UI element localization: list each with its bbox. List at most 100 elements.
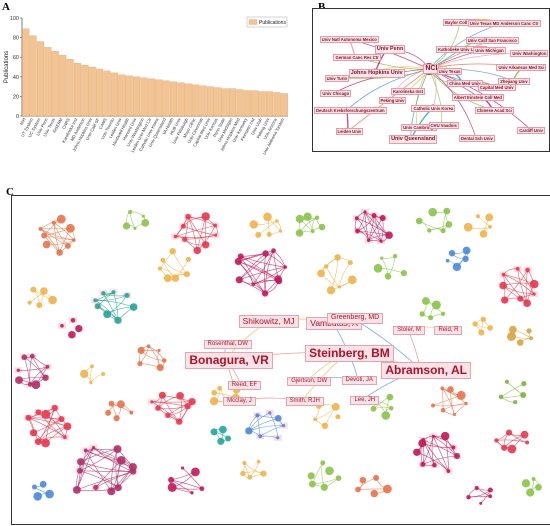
author-node [334, 254, 341, 261]
author-edge [40, 227, 71, 230]
author-node [499, 281, 508, 290]
author-node [101, 291, 106, 296]
author-node [413, 448, 421, 456]
author-node [105, 409, 112, 416]
author-node [464, 401, 468, 406]
author-node [190, 491, 194, 495]
panel-label-a: A [2, 1, 10, 13]
author-node [278, 229, 283, 233]
bar [192, 84, 200, 117]
author-node [381, 411, 391, 420]
author-node [247, 474, 253, 480]
author-node [113, 445, 122, 454]
author-node [420, 461, 426, 467]
author-edge [239, 266, 286, 281]
author-node [92, 446, 96, 450]
author-node-label: Bonagura, VR [185, 351, 273, 369]
author-edge [364, 211, 369, 241]
author-node [440, 407, 446, 413]
author-node [217, 437, 225, 445]
author-node [535, 483, 542, 491]
author-node [347, 260, 353, 266]
institution-node-label: Deutsch Krebsforschungszentrum [314, 107, 387, 115]
author-edge [24, 357, 31, 385]
author-node [532, 292, 536, 296]
institution-node-label: Cardiff Univ [517, 127, 545, 135]
author-node [462, 255, 469, 263]
author-node [526, 328, 532, 334]
author-node [30, 286, 37, 293]
author-node [480, 316, 486, 322]
bar [265, 91, 274, 117]
author-node [240, 470, 246, 477]
author-node-label: Rosenthal, DW [203, 339, 252, 350]
author-node [321, 422, 329, 429]
institution-node-label: Leiden Univ [335, 128, 364, 136]
author-node [245, 427, 253, 435]
author-node [507, 331, 516, 341]
author-network-panel: Shikowitz, MJVambutas, AGreenberg, MDRos… [11, 195, 550, 525]
author-node [51, 404, 58, 412]
author-edge [248, 425, 284, 432]
author-node [51, 220, 56, 225]
author-edge [253, 250, 274, 285]
author-node [155, 405, 161, 411]
author-node [211, 389, 218, 396]
author-node [129, 410, 134, 415]
y-tick-label: 0 [16, 114, 19, 120]
author-node [237, 253, 244, 260]
author-node [488, 494, 493, 499]
author-node [515, 266, 520, 271]
author-node [371, 213, 377, 218]
bar [229, 88, 237, 117]
author-node [93, 484, 99, 491]
author-node [251, 282, 256, 286]
author-node-label: Abramson, AL [381, 361, 471, 379]
author-edge [38, 412, 66, 438]
author-edge [500, 394, 524, 398]
author-node [452, 412, 456, 417]
author-node [103, 310, 112, 319]
author-node [73, 486, 81, 494]
author-node [21, 354, 28, 360]
author-node [432, 462, 437, 468]
author-edge [172, 251, 188, 275]
author-node [209, 397, 219, 406]
y-tick-label: 80 [13, 36, 19, 42]
author-node [201, 212, 210, 221]
author-node [116, 456, 126, 465]
institution-node-label: Univ Chicago [320, 90, 352, 98]
bar [206, 86, 214, 117]
author-node [428, 315, 434, 321]
author-node [32, 484, 37, 490]
legend-box [246, 16, 288, 28]
author-node [501, 296, 509, 304]
author-edge [178, 395, 182, 422]
network-edge [428, 68, 443, 126]
institution-node-label: Dental Sch Univ [458, 135, 495, 143]
author-node [266, 232, 272, 237]
author-node [213, 223, 218, 228]
bar [221, 88, 229, 117]
author-node-label: Reid, R [434, 325, 463, 336]
author-edge [264, 253, 266, 294]
institution-node-label: Univ Turin [324, 75, 350, 83]
author-node [517, 295, 524, 302]
x-tick-label: NIH [19, 117, 27, 126]
author-node [335, 475, 342, 481]
author-edge [183, 225, 216, 236]
author-node [275, 277, 283, 285]
author-node [160, 257, 166, 263]
author-node [255, 231, 262, 238]
author-node [529, 279, 539, 289]
institution-node-label: Univ Texas [436, 68, 463, 76]
bar [132, 76, 141, 117]
author-edge [339, 262, 351, 287]
author-node [295, 229, 304, 237]
author-node [415, 217, 423, 225]
bar [199, 85, 207, 117]
author-edge [525, 269, 528, 304]
author-edge [90, 366, 93, 383]
author-node [335, 414, 341, 420]
author-node [373, 263, 383, 273]
